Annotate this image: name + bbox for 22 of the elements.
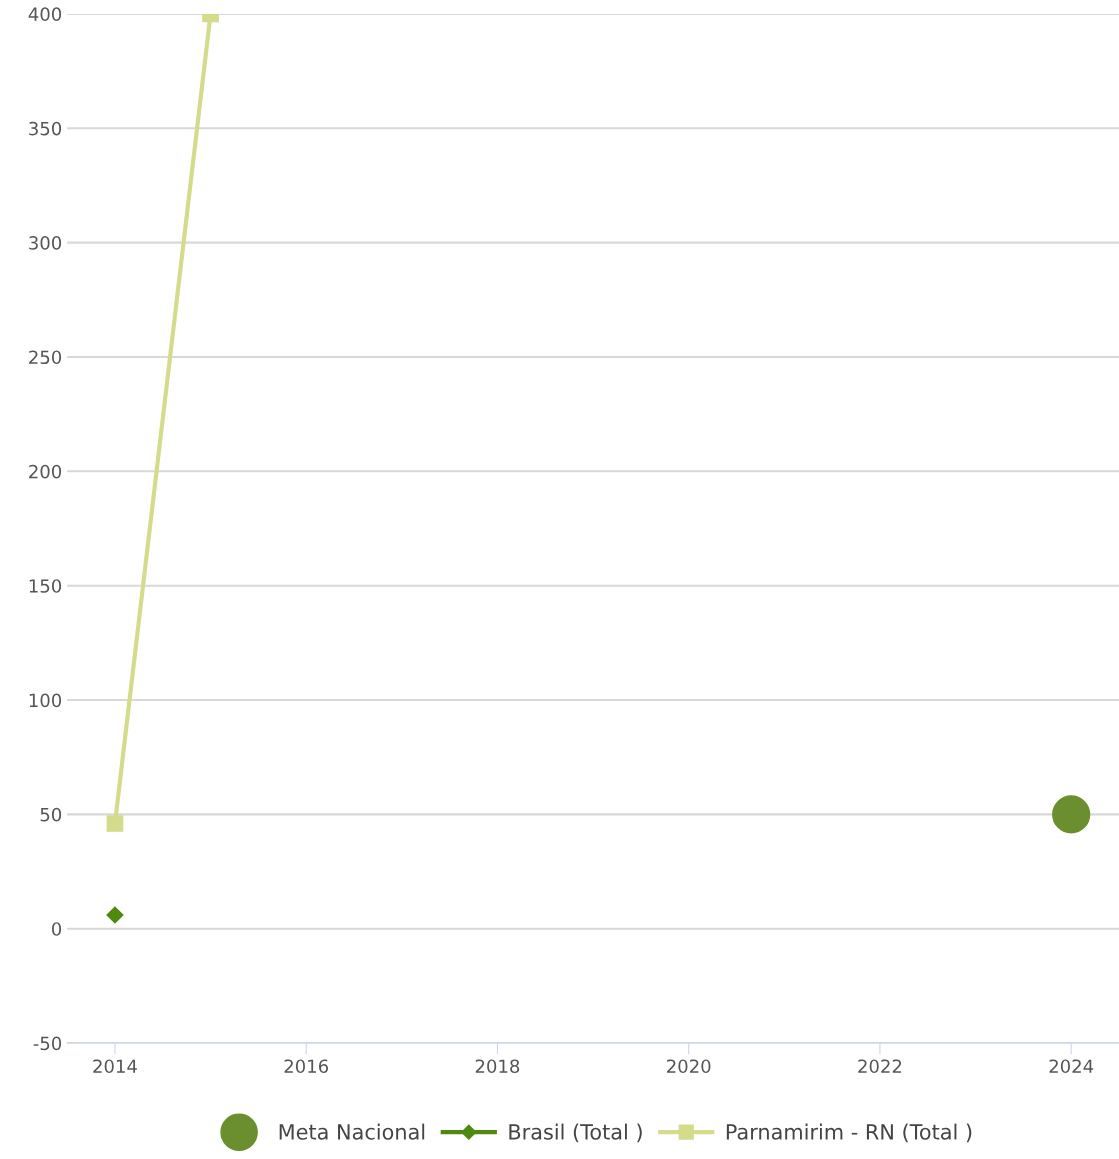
legend-label: Parnamirim - RN (Total )	[726, 1123, 972, 1143]
x-tick-label: 2014	[93, 1059, 137, 1074]
x-tick-label: 2022	[858, 1059, 902, 1074]
y-tick-label: 350	[29, 121, 62, 136]
legend-label: Brasil (Total )	[509, 1123, 642, 1143]
y-tick-label: 200	[29, 464, 62, 479]
x-tick-label: 2020	[667, 1059, 711, 1074]
y-tick-label: -50	[33, 1036, 62, 1051]
point	[106, 815, 124, 832]
y-tick-label: 150	[29, 579, 62, 593]
x-tick-label: 2018	[475, 1059, 520, 1074]
y-tick-label: 50	[40, 807, 62, 822]
y-tick-label: 300	[29, 236, 62, 250]
point	[106, 906, 124, 924]
y-tick-label: 0	[51, 922, 62, 936]
y-tick-label: 100	[29, 693, 62, 708]
x-tick-label: 2024	[1049, 1059, 1094, 1074]
x-tick-label: 2016	[284, 1059, 329, 1074]
legend-label: Meta Nacional	[279, 1123, 425, 1140]
point	[1052, 795, 1091, 834]
y-tick-label: 250	[29, 350, 62, 365]
y-tick-label: 400	[28, 7, 62, 22]
